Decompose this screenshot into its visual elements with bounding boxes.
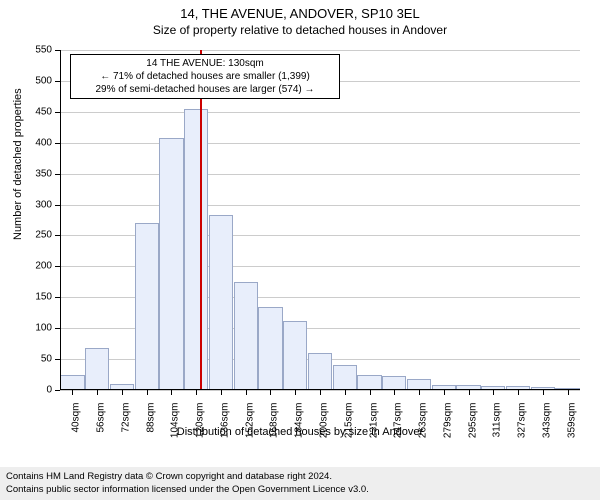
x-tick-label: 247sqm	[393, 403, 404, 445]
bar	[258, 307, 282, 390]
bar	[159, 138, 183, 390]
x-tick-label: 263sqm	[418, 403, 429, 445]
y-tick-label: 200	[0, 261, 52, 272]
chart-title-main: 14, THE AVENUE, ANDOVER, SP10 3EL	[0, 0, 600, 21]
x-tick-label: 215sqm	[343, 403, 354, 445]
x-tick-label: 120sqm	[195, 403, 206, 445]
x-tick-label: 136sqm	[219, 403, 230, 445]
y-tick-label: 400	[0, 137, 52, 148]
chart-title-sub: Size of property relative to detached ho…	[0, 21, 600, 37]
x-tick-label: 40sqm	[71, 403, 82, 445]
x-tick-label: 152sqm	[244, 403, 255, 445]
y-tick-label: 250	[0, 230, 52, 241]
bar	[184, 109, 208, 390]
x-tick-label: 279sqm	[442, 403, 453, 445]
y-tick-label: 0	[0, 385, 52, 396]
y-tick-label: 550	[0, 45, 52, 56]
y-axis-line	[60, 50, 61, 390]
y-tick-label: 100	[0, 323, 52, 334]
x-tick-label: 327sqm	[517, 403, 528, 445]
bar	[308, 353, 332, 390]
bar	[382, 376, 406, 390]
bar	[333, 365, 357, 390]
y-tick-label: 450	[0, 106, 52, 117]
y-tick-label: 50	[0, 354, 52, 365]
annotation-line-2: ← 71% of detached houses are smaller (1,…	[77, 70, 333, 83]
x-axis-title: Distribution of detached houses by size …	[0, 426, 600, 438]
x-tick-label: 104sqm	[170, 403, 181, 445]
bar	[60, 375, 84, 390]
y-tick-label: 150	[0, 292, 52, 303]
annotation-line-1: 14 THE AVENUE: 130sqm	[77, 57, 333, 70]
bar	[234, 282, 258, 390]
y-tick-label: 500	[0, 75, 52, 86]
bar	[85, 348, 109, 390]
plot-area: 14 THE AVENUE: 130sqm ← 71% of detached …	[60, 50, 580, 390]
x-tick-label: 311sqm	[492, 403, 503, 445]
y-tick-label: 300	[0, 199, 52, 210]
x-tick-label: 231sqm	[368, 403, 379, 445]
x-tick-label: 168sqm	[269, 403, 280, 445]
x-tick-label: 56sqm	[96, 403, 107, 445]
x-tick-label: 295sqm	[467, 403, 478, 445]
annotation-box: 14 THE AVENUE: 130sqm ← 71% of detached …	[70, 54, 340, 99]
x-tick-label: 343sqm	[541, 403, 552, 445]
y-tick-label: 350	[0, 168, 52, 179]
footer: Contains HM Land Registry data © Crown c…	[0, 467, 600, 500]
annotation-line-3: 29% of semi-detached houses are larger (…	[77, 83, 333, 96]
x-tick-label: 88sqm	[145, 403, 156, 445]
x-tick-label: 200sqm	[319, 403, 330, 445]
bar	[283, 321, 307, 390]
x-tick-label: 72sqm	[120, 403, 131, 445]
bar	[135, 223, 159, 390]
x-tick-label: 359sqm	[566, 403, 577, 445]
x-tick-label: 184sqm	[294, 403, 305, 445]
bar	[209, 215, 233, 390]
chart-container: Number of detached properties 0501001502…	[0, 40, 600, 442]
footer-line-2: Contains public sector information licen…	[6, 484, 594, 496]
footer-line-1: Contains HM Land Registry data © Crown c…	[6, 471, 594, 483]
bar	[357, 375, 381, 390]
marker-line	[200, 50, 202, 390]
